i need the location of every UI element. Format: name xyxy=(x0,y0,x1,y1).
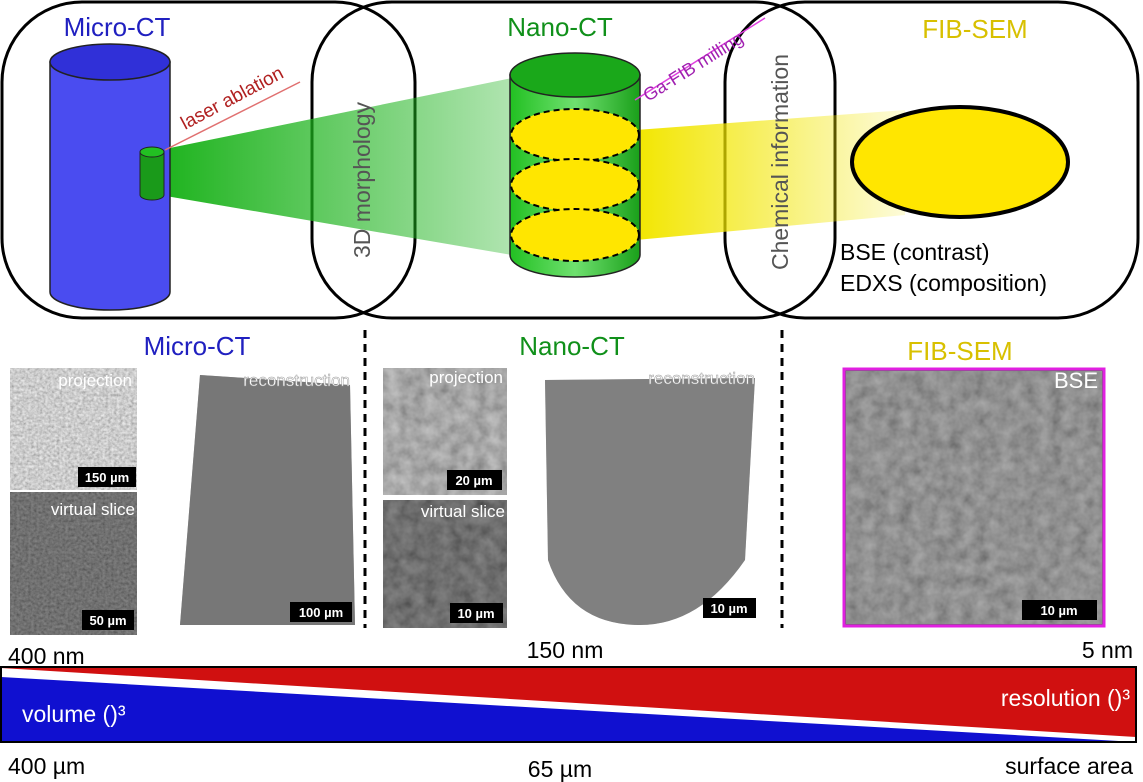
panel-title: FIB-SEM xyxy=(907,336,1012,366)
scale-bar: 20 µm xyxy=(455,473,492,488)
volume-wedge xyxy=(1,677,1136,742)
title: FIB-SEM xyxy=(922,14,1027,44)
scale-frame xyxy=(0,666,1137,743)
image-label: virtual slice xyxy=(421,502,505,521)
milling-line xyxy=(634,17,766,101)
panel-title: Micro-CT xyxy=(144,331,251,361)
size-label: 65 µm xyxy=(528,756,592,782)
image-label: projection xyxy=(429,368,503,387)
overlap-label: Chemical information xyxy=(767,54,793,270)
scale-text: resolution ()³ xyxy=(1001,685,1130,711)
scale-bar: 10 µm xyxy=(1040,603,1077,618)
method: EDXS (composition) xyxy=(840,270,1047,296)
panel-title: Nano-CT xyxy=(519,331,625,361)
annotation: laser ablation xyxy=(177,63,287,135)
scale-bar: 150 µm xyxy=(85,470,129,485)
fib-slice xyxy=(850,105,1070,219)
green-cone xyxy=(160,78,512,255)
scale-bar: 10 µm xyxy=(710,601,747,616)
size-label: surface area xyxy=(1005,753,1133,779)
image-label: virtual slice xyxy=(51,500,135,519)
resolution-label: 150 nm xyxy=(527,637,604,663)
resolution-label: 400 nm xyxy=(8,643,85,669)
nano-images xyxy=(383,368,755,628)
ablation-line xyxy=(164,81,301,151)
image-label: reconstruction xyxy=(648,369,755,388)
size-label: 400 µm xyxy=(8,753,85,779)
image-label: reconstruction xyxy=(243,371,350,390)
scale-bar: 50 µm xyxy=(89,613,126,628)
overlap-label: 3D morphology xyxy=(349,102,375,258)
micro-cylinder xyxy=(49,43,171,311)
separator xyxy=(0,670,1137,742)
scale-bar: 100 µm xyxy=(299,605,343,620)
scale-bar: 10 µm xyxy=(457,606,494,621)
image-label: BSE xyxy=(1054,368,1098,393)
yellow-cone xyxy=(636,110,905,240)
nano-cylinder xyxy=(509,52,641,278)
scale-text: volume ()³ xyxy=(22,701,126,727)
resolution-wedge xyxy=(1,668,1136,737)
title: Nano-CT xyxy=(507,12,613,42)
method: BSE (contrast) xyxy=(840,239,990,265)
image xyxy=(545,378,755,625)
resolution-label: 5 nm xyxy=(1082,637,1133,663)
micro-images xyxy=(10,368,355,635)
image-label: projection xyxy=(58,371,132,390)
title: Micro-CT xyxy=(64,12,171,42)
annotation: Ga-FIB milling xyxy=(640,28,747,105)
